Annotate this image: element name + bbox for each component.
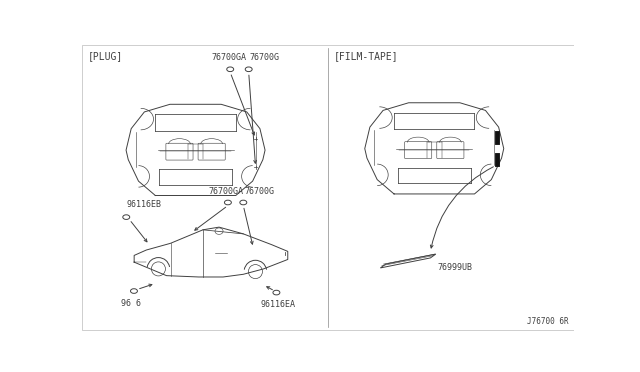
Text: J76700 6R: J76700 6R bbox=[527, 317, 568, 327]
Text: [PLUG]: [PLUG] bbox=[88, 51, 123, 61]
Text: 76700GA: 76700GA bbox=[211, 53, 246, 62]
Text: 96116EB: 96116EB bbox=[126, 201, 161, 209]
Text: 96116EA: 96116EA bbox=[260, 300, 296, 309]
Text: 76999UB: 76999UB bbox=[437, 263, 472, 272]
Text: 76700G: 76700G bbox=[244, 187, 274, 196]
Text: [FILM-TAPE]: [FILM-TAPE] bbox=[334, 51, 399, 61]
FancyBboxPatch shape bbox=[82, 45, 575, 331]
Text: 96 6: 96 6 bbox=[121, 299, 141, 308]
Text: 76700G: 76700G bbox=[250, 53, 280, 62]
Text: 76700GA: 76700GA bbox=[209, 187, 244, 196]
